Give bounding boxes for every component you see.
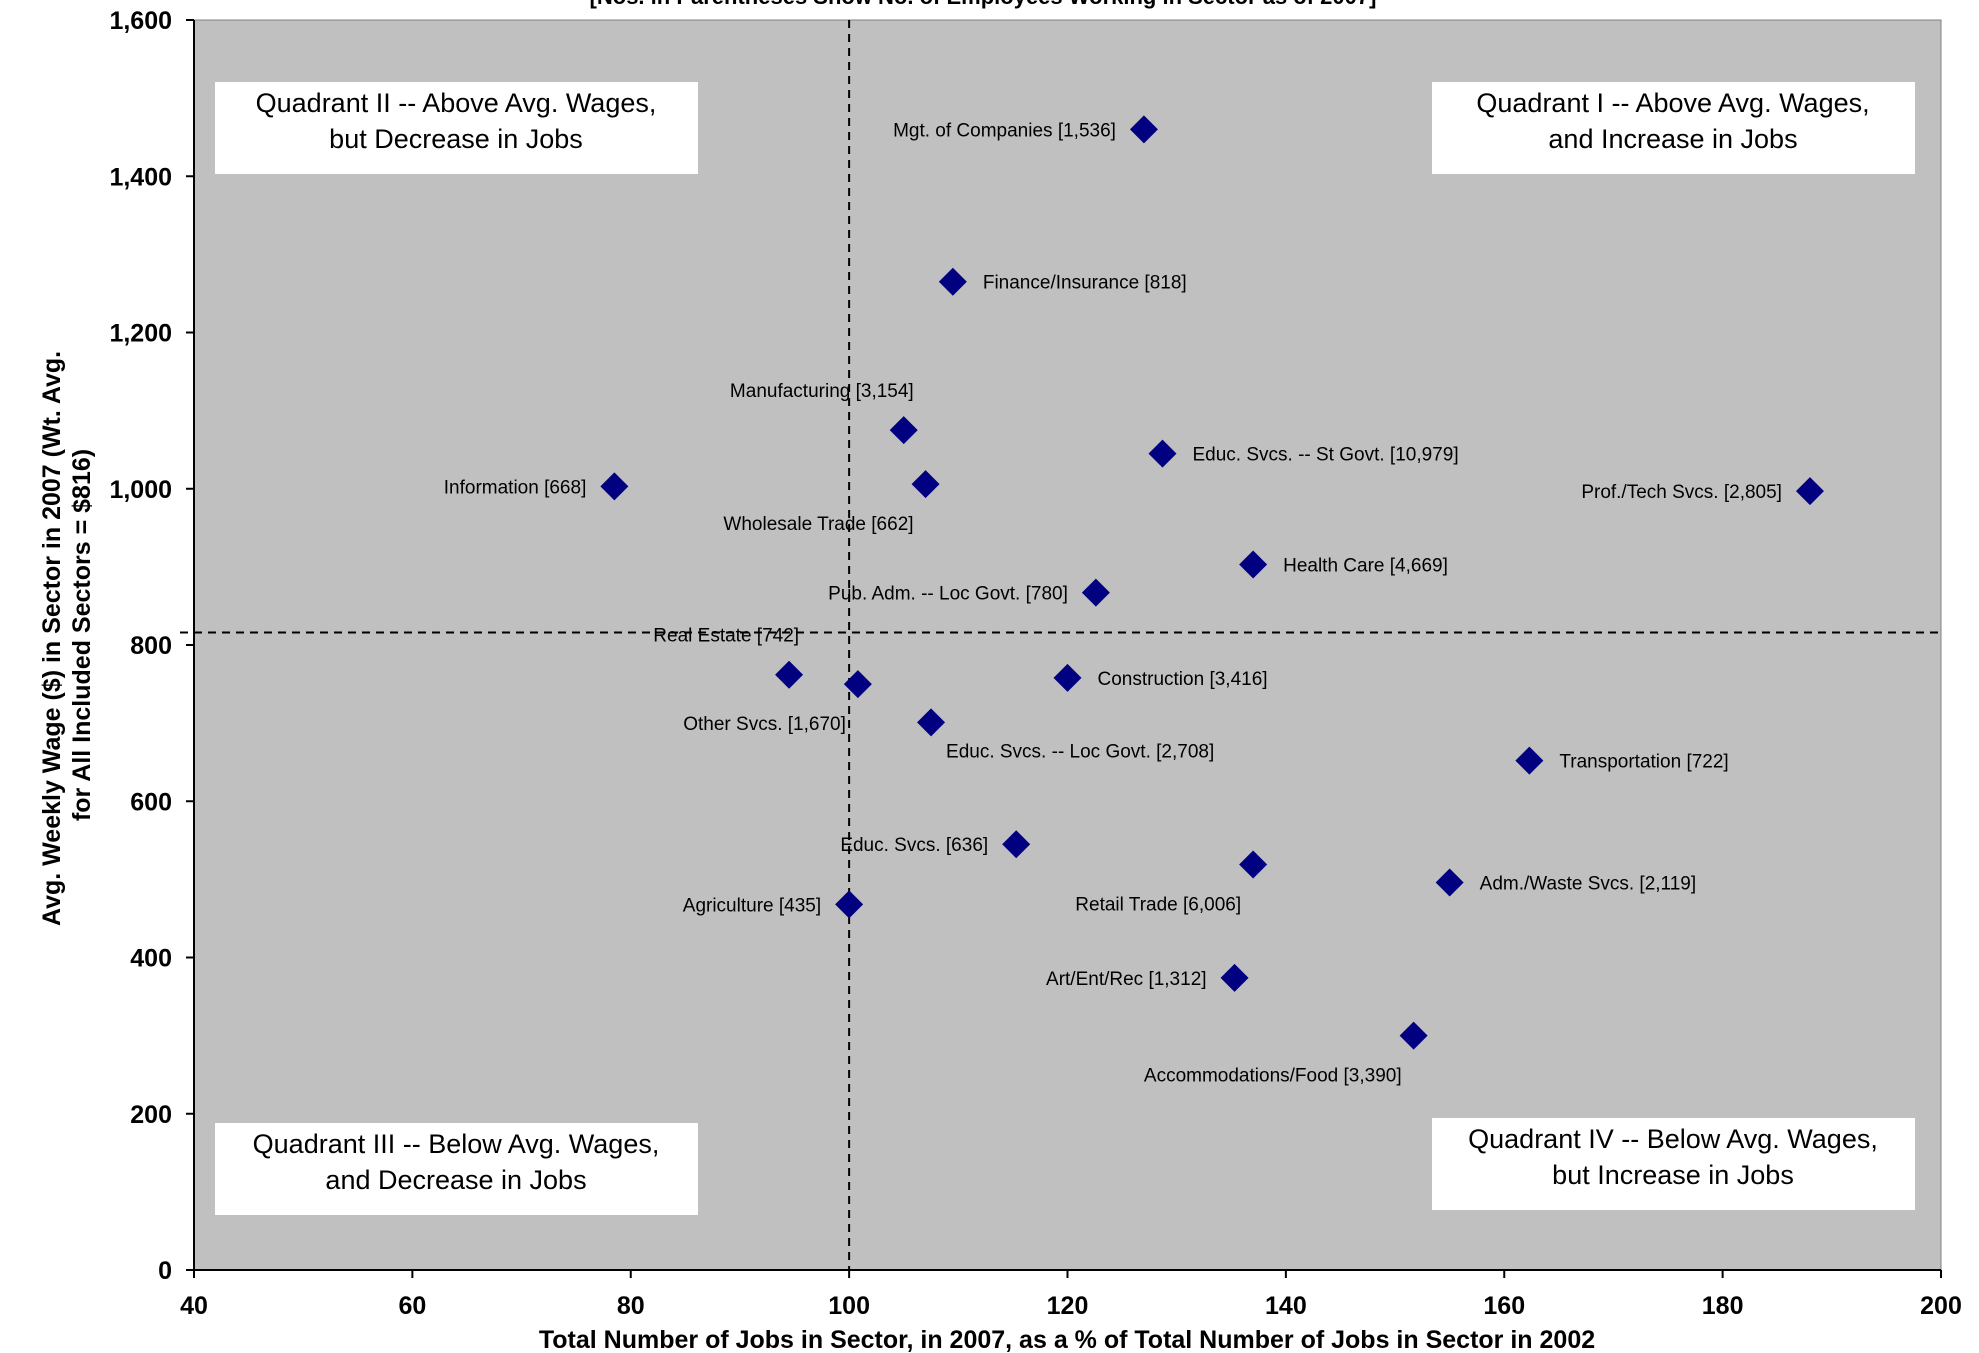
- quadrant-1-text-line-1: Quadrant I -- Above Avg. Wages,: [1476, 88, 1869, 118]
- quadrant-1-text-line-2: and Increase in Jobs: [1548, 124, 1797, 154]
- data-point-label: Wholesale Trade [662]: [723, 514, 913, 535]
- quadrant-1-box: Quadrant I -- Above Avg. Wages, and Incre…: [1432, 82, 1915, 174]
- data-point-label: Finance/Insurance [818]: [983, 273, 1187, 294]
- data-point-marker: [1148, 439, 1177, 468]
- x-tick-label: 40: [180, 1292, 208, 1320]
- data-point-marker: [1220, 963, 1249, 992]
- x-tick-label: 160: [1483, 1292, 1525, 1320]
- data-point-label: Manufacturing [3,154]: [730, 381, 914, 402]
- data-point-marker: [1435, 868, 1464, 897]
- data-point-label: Pub. Adm. -- Loc Govt. [780]: [828, 584, 1068, 605]
- quadrant-1-background: [1432, 82, 1915, 174]
- data-point-marker: [775, 660, 804, 689]
- data-point-label: Adm./Waste Svcs. [2,119]: [1480, 874, 1696, 895]
- data-point-label: Educ. Svcs. -- Loc Govt. [2,708]: [946, 741, 1214, 762]
- data-point-label: Construction [3,416]: [1098, 669, 1268, 690]
- quadrant-4-text-line-2: but Increase in Jobs: [1552, 1160, 1794, 1190]
- data-point-label: Accommodations/Food [3,390]: [1144, 1066, 1402, 1087]
- y-axis-title: Avg. Weekly Wage ($) in Sector in 2007 (…: [38, 344, 96, 926]
- data-point-label: Other Svcs. [1,670]: [683, 714, 846, 735]
- axes: 40 60 80 100 120 140 160 180 200 0 200 400 600 800 1,0…: [109, 7, 1961, 1320]
- data-point-label: Health Care [4,669]: [1283, 556, 1448, 577]
- data-point-label: Transportation [722]: [1559, 752, 1728, 773]
- data-point-marker: [1239, 550, 1268, 579]
- chart-title: [Nos. in Parentheses Show No. of Employe…: [590, 0, 1377, 9]
- y-tick-label: 600: [130, 788, 172, 816]
- x-tick-label: 60: [398, 1292, 426, 1320]
- y-axis-title-line-2: for All Included Sectors = $816): [68, 449, 96, 821]
- y-tick-label: 800: [130, 632, 172, 660]
- data-point-label: Prof./Tech Svcs. [2,805]: [1581, 482, 1782, 503]
- data-point-marker: [1399, 1021, 1428, 1050]
- data-point-marker: [1002, 830, 1031, 859]
- data-point-marker: [843, 670, 872, 699]
- x-tick-label: 120: [1047, 1292, 1089, 1320]
- y-tick-label: 200: [130, 1101, 172, 1129]
- data-point-marker: [889, 416, 918, 445]
- data-point-label: Mgt. of Companies [1,536]: [893, 120, 1116, 141]
- data-point-label: Retail Trade [6,006]: [1075, 895, 1241, 916]
- quadrant-4-box: Quadrant IV -- Below Avg. Wages, but Incr…: [1432, 1118, 1915, 1210]
- y-tick-label: 0: [158, 1257, 172, 1285]
- x-tick-label: 100: [828, 1292, 870, 1320]
- plot-area: [193, 19, 1942, 1271]
- quadrant-4-background: [1432, 1118, 1915, 1210]
- data-point-marker: [1795, 477, 1824, 506]
- data-point-label: Information [668]: [444, 477, 587, 498]
- data-point-marker: [1053, 663, 1082, 692]
- y-tick-label: 1,600: [109, 7, 172, 35]
- y-tick-label: 1,200: [109, 320, 172, 348]
- x-tick-label: 140: [1265, 1292, 1307, 1320]
- data-point-label: Real Estate [742]: [653, 626, 799, 647]
- y-axis-title-line-1: Avg. Weekly Wage ($) in Sector in 2007 (…: [38, 351, 66, 926]
- x-tick-label: 180: [1702, 1292, 1744, 1320]
- data-point-marker: [1239, 850, 1268, 879]
- x-tick-label: 200: [1920, 1292, 1962, 1320]
- data-point-marker: [600, 472, 629, 501]
- y-tick-label: 1,000: [109, 476, 172, 504]
- data-point-marker: [1515, 746, 1544, 775]
- y-tick-label: 400: [130, 945, 172, 973]
- data-point-marker: [911, 470, 940, 499]
- quadrant-2-box: Quadrant II -- Above Avg. Wages, but Decr…: [215, 82, 698, 174]
- quadrant-3-box: Quadrant III -- Below Avg. Wages, and Dec…: [215, 1123, 698, 1215]
- data-point-marker: [938, 267, 967, 296]
- quadrant-2-text-line-1: Quadrant II -- Above Avg. Wages,: [256, 88, 657, 118]
- data-point-marker: [835, 890, 864, 919]
- quadrant-4-text-line-1: Quadrant IV -- Below Avg. Wages,: [1468, 1124, 1878, 1154]
- quadrant-boxes: Quadrant II -- Above Avg. Wages, but Decr…: [215, 82, 1915, 1215]
- quadrant-2-background: [215, 82, 698, 174]
- x-tick-label: 80: [617, 1292, 645, 1320]
- data-point-marker: [1129, 115, 1158, 144]
- quadrant-2-text-line-2: but Decrease in Jobs: [329, 124, 583, 154]
- data-point-label: Art/Ent/Rec [1,312]: [1046, 969, 1207, 990]
- data-point-marker: [1081, 578, 1110, 607]
- data-point-label: Agriculture [435]: [683, 895, 821, 916]
- x-axis-title: Total Number of Jobs in Sector, in 2007,…: [539, 1326, 1595, 1353]
- data-point-marker: [917, 708, 946, 737]
- y-tick-label: 1,400: [109, 163, 172, 191]
- quadrant-3-text-line-2: and Decrease in Jobs: [325, 1165, 586, 1195]
- quadrant-3-background: [215, 1123, 698, 1215]
- quadrant-3-text-line-1: Quadrant III -- Below Avg. Wages,: [253, 1129, 660, 1159]
- data-points: Mgt. of Companies [1,536] Finance/Insuran…: [444, 115, 1824, 1087]
- data-point-label: Educ. Svcs. [636]: [840, 835, 988, 856]
- data-point-label: Educ. Svcs. -- St Govt. [10,979]: [1192, 445, 1458, 466]
